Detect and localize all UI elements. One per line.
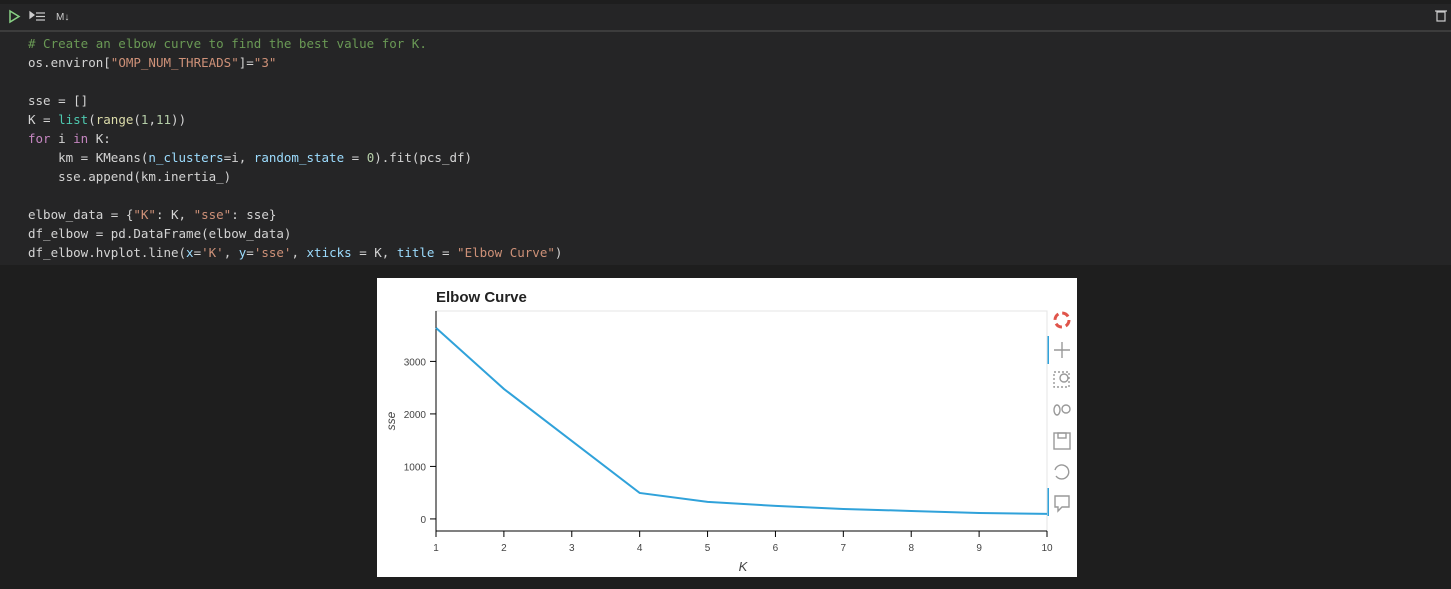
code-line: df_elbow = pd.DataFrame(elbow_data) <box>28 226 291 241</box>
code-token: x <box>186 245 194 260</box>
code-token: )) <box>171 112 186 127</box>
code-token: = K, <box>352 245 397 260</box>
x-tick-label: 3 <box>569 543 575 554</box>
code-line: sse.append(km.inertia_) <box>28 169 231 184</box>
code-editor: # Create an elbow curve to find the best… <box>28 36 562 260</box>
x-tick-label: 8 <box>908 543 914 554</box>
code-line: for i in K: <box>28 131 111 146</box>
delete-button[interactable] <box>1435 10 1447 22</box>
code-token: = <box>246 245 254 260</box>
code-token: K = <box>28 112 58 127</box>
code-token: = <box>434 245 457 260</box>
code-token: 1 <box>141 112 149 127</box>
code-token: = <box>344 150 367 165</box>
code-line: km = KMeans(n_clusters=i, random_state =… <box>28 150 472 165</box>
code-token: random_state <box>254 150 344 165</box>
code-token: i <box>51 131 74 146</box>
code-token: 11 <box>156 112 171 127</box>
markdown-toggle[interactable]: M↓ <box>56 12 69 23</box>
wheel-zoom-tool[interactable] <box>1053 404 1071 416</box>
y-axis-label: sse <box>384 411 398 430</box>
x-tick-label: 2 <box>501 543 507 554</box>
y-tick-label: 1000 <box>404 462 427 473</box>
code-token: elbow_data = { <box>28 207 133 222</box>
x-tick-label: 7 <box>841 543 847 554</box>
x-tick-label: 1 <box>433 543 439 554</box>
code-token: "Elbow Curve" <box>457 245 555 260</box>
code-line: df_elbow.hvplot.line(x='K', y='sse', xti… <box>28 245 562 260</box>
code-token: ).fit(pcs_df) <box>374 150 472 165</box>
code-token: list <box>58 112 88 127</box>
active-indicator <box>1047 488 1049 516</box>
code-token: =i, <box>224 150 254 165</box>
y-tick-label: 2000 <box>404 410 427 421</box>
code-token: title <box>397 245 435 260</box>
x-tick-label: 10 <box>1041 543 1053 554</box>
separator <box>0 30 1451 32</box>
chart-toolbar <box>1047 311 1071 516</box>
code-token: km = KMeans( <box>28 150 148 165</box>
chart-panel <box>377 278 1077 577</box>
save-tool[interactable] <box>1053 432 1071 450</box>
code-token: 'sse' <box>254 245 292 260</box>
code-token: "sse" <box>194 207 232 222</box>
code-token: = <box>194 245 202 260</box>
x-axis-label: K <box>739 559 749 574</box>
pan-tool[interactable] <box>1054 342 1070 358</box>
run-below-button[interactable] <box>29 10 45 21</box>
y-tick-label: 0 <box>420 515 426 526</box>
code-token: 'K' <box>201 245 224 260</box>
data-line <box>435 327 1048 515</box>
code-token: "K" <box>133 207 156 222</box>
code-token: os.environ[ <box>28 55 111 70</box>
x-tick-label: 9 <box>976 543 982 554</box>
y-tick-label: 3000 <box>404 357 427 368</box>
code-token: sse.append(km.inertia_) <box>28 169 231 184</box>
code-token: : sse} <box>231 207 276 222</box>
active-indicator <box>1047 336 1049 364</box>
code-token: ) <box>555 245 563 260</box>
code-line: elbow_data = {"K": K, "sse": sse} <box>28 207 276 222</box>
code-token: sse = [] <box>28 93 88 108</box>
code-token: , <box>291 245 306 260</box>
code-token: in <box>73 131 88 146</box>
code-token: for <box>28 131 51 146</box>
code-cell <box>0 32 1451 265</box>
code-token: "3" <box>254 55 277 70</box>
run-button[interactable] <box>9 9 21 24</box>
code-token: ( <box>133 112 141 127</box>
code-token: range <box>96 112 134 127</box>
box-zoom-tool[interactable] <box>1053 371 1070 388</box>
chart-title: Elbow Curve <box>436 289 527 306</box>
code-token: df_elbow.hvplot.line( <box>28 245 186 260</box>
code-token: ]= <box>239 55 254 70</box>
hover-tool[interactable] <box>1054 495 1070 513</box>
code-line: K = list(range(1,11)) <box>28 112 186 127</box>
code-token: "OMP_NUM_THREADS" <box>111 55 239 70</box>
code-token: ( <box>88 112 96 127</box>
code-line: sse = [] <box>28 93 88 108</box>
bokeh-logo[interactable] <box>1053 311 1071 329</box>
code-token: # Create an elbow curve to find the best… <box>28 36 427 51</box>
x-tick-label: 5 <box>705 543 711 554</box>
cell-toolbar <box>0 4 1451 31</box>
code-token: df_elbow = pd.DataFrame(elbow_data) <box>28 226 291 241</box>
code-token: y <box>239 245 247 260</box>
code-token: : K, <box>156 207 194 222</box>
code-token: , <box>148 112 156 127</box>
x-tick-label: 6 <box>773 543 779 554</box>
code-token: K: <box>88 131 111 146</box>
code-token: n_clusters <box>148 150 223 165</box>
code-line: # Create an elbow curve to find the best… <box>28 36 427 51</box>
reset-tool[interactable] <box>1054 464 1070 480</box>
code-line: os.environ["OMP_NUM_THREADS"]="3" <box>28 55 276 70</box>
code-token: 0 <box>367 150 375 165</box>
code-token: xticks <box>307 245 352 260</box>
code-token: , <box>224 245 239 260</box>
x-tick-label: 4 <box>637 543 643 554</box>
